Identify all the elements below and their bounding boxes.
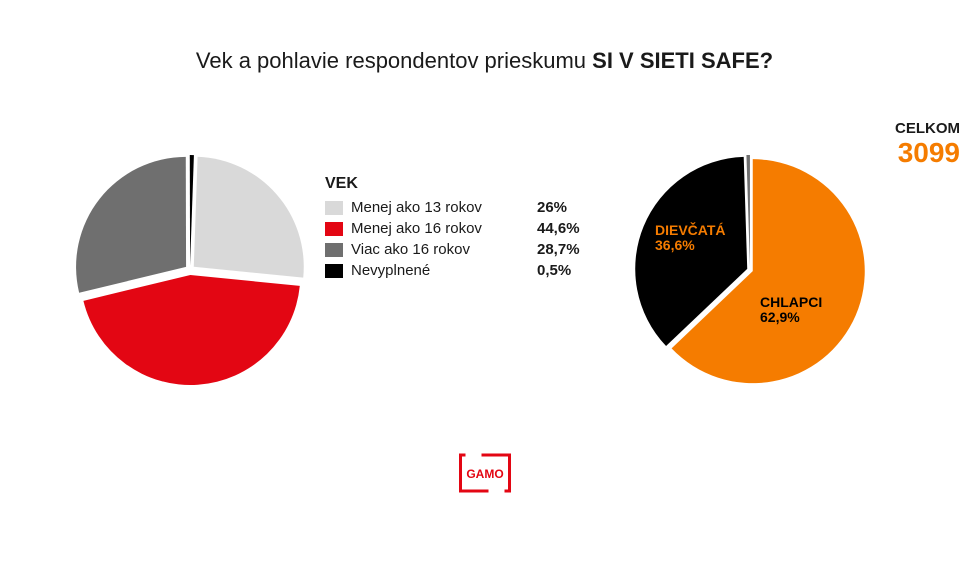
legend-label: Nevyplnené [351, 262, 527, 279]
legend-label: Viac ako 16 rokov [351, 241, 527, 258]
legend-label: Menej ako 13 rokov [351, 199, 527, 216]
legend-value: 44,6% [537, 220, 585, 237]
legend-row: Menej ako 13 rokov 26% [325, 199, 585, 216]
logo-text: GAMO [466, 467, 503, 481]
legend-value: 28,7% [537, 241, 585, 258]
pie-slice [83, 275, 299, 385]
slice-label-dievcata: DIEVČATÁ 36,6% [655, 223, 726, 254]
total-label: CELKOM [860, 120, 960, 137]
age-legend-title: VEK [325, 175, 585, 193]
pie-slice [746, 155, 750, 267]
legend-value: 0,5% [537, 262, 585, 279]
legend-swatch [325, 264, 343, 278]
slice-label-name: CHLAPCI [760, 294, 822, 310]
legend-row: Menej ako 16 rokov 44,6% [325, 220, 585, 237]
legend-label: Menej ako 16 rokov [351, 220, 527, 237]
slice-label-chlapci: CHLAPCI 62,9% [760, 295, 822, 326]
title-strong: SI V SIETI SAFE? [592, 48, 773, 73]
total-box: CELKOM 3099 [860, 120, 960, 169]
legend-value: 26% [537, 199, 585, 216]
age-legend: VEK Menej ako 13 rokov 26% Menej ako 16 ro… [325, 175, 585, 283]
pie-slice [190, 155, 194, 265]
gamo-logo: GAMO [457, 452, 512, 499]
gender-pie-chart: CHLAPCI 62,9% DIEVČATÁ 36,6% [635, 155, 865, 385]
legend-swatch [325, 201, 343, 215]
pie-slice [194, 157, 304, 278]
slice-label-value: 36,6% [655, 237, 695, 253]
total-value: 3099 [860, 137, 960, 169]
legend-row: Viac ako 16 rokov 28,7% [325, 241, 585, 258]
legend-swatch [325, 243, 343, 257]
page-title: Vek a pohlavie respondentov prieskumu SI… [0, 48, 969, 74]
pie-slice [76, 157, 186, 293]
legend-row: Nevyplnené 0,5% [325, 262, 585, 279]
title-prefix: Vek a pohlavie respondentov prieskumu [196, 48, 592, 73]
slice-label-name: DIEVČATÁ [655, 222, 726, 238]
legend-swatch [325, 222, 343, 236]
slice-label-value: 62,9% [760, 309, 800, 325]
age-pie-chart [75, 155, 305, 385]
